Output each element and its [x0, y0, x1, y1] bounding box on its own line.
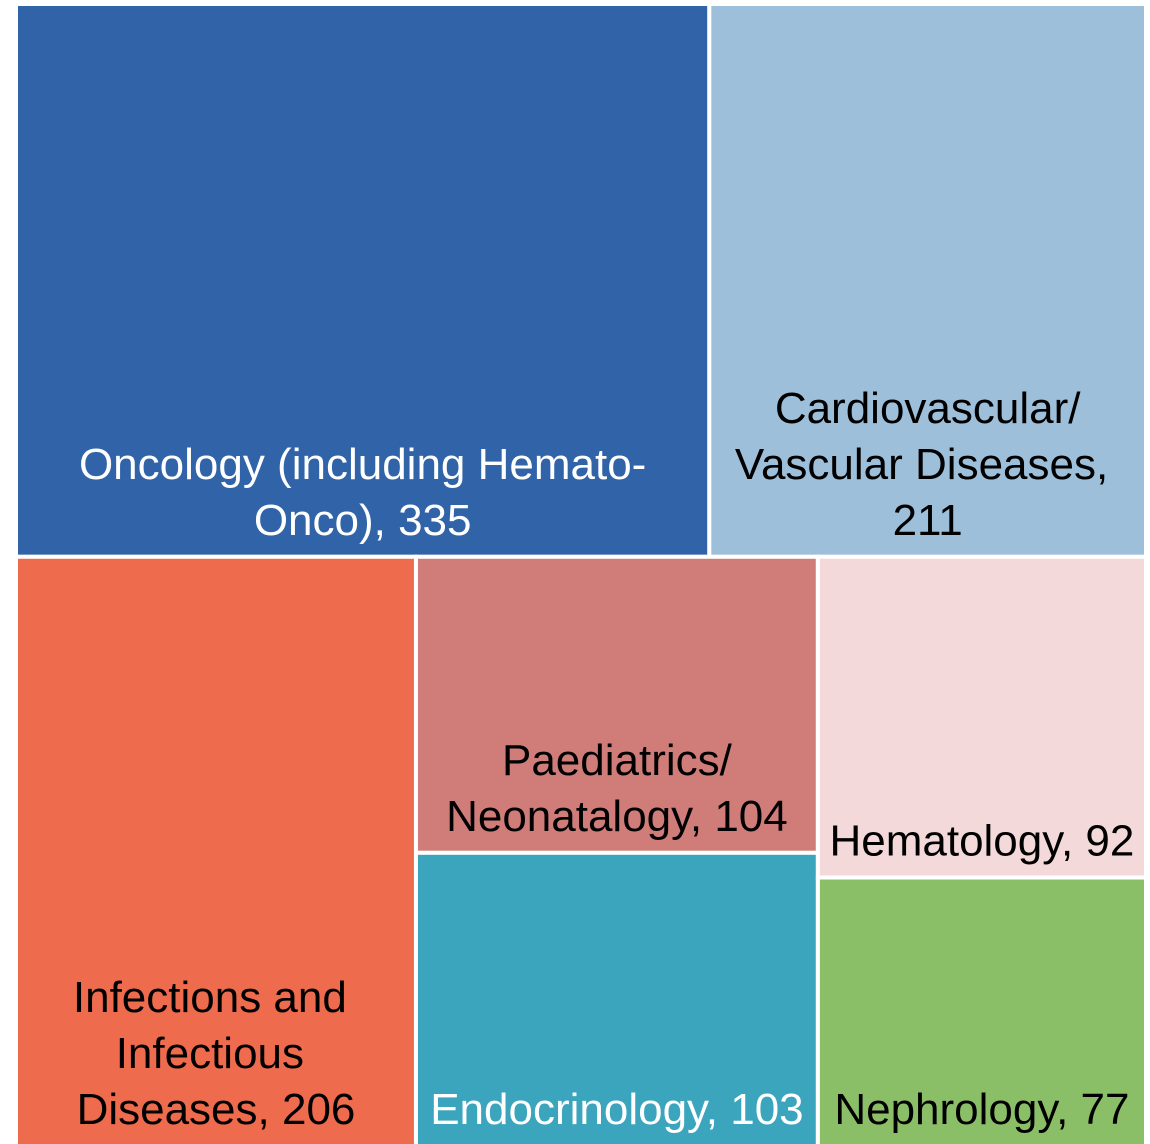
treemap-cell: [413, 850, 820, 1144]
label-line: Vascular Diseases,: [735, 440, 1121, 489]
label-line: Oncology (including Hemato-: [79, 440, 646, 489]
cells: [14, 2, 1148, 1144]
cell-label: Infections and Infectious Diseases, 206: [73, 973, 359, 1134]
cell-label: Endocrinology, 103: [430, 1085, 803, 1134]
label-line: Diseases, 206: [77, 1085, 356, 1134]
treemap-cell: [413, 554, 820, 855]
treemap-cell: [14, 554, 418, 1144]
cell-label: Paediatrics/Neonatalogy, 104: [446, 736, 788, 841]
treemap-cell: [14, 2, 712, 559]
label-line: Nephrology, 77: [834, 1085, 1129, 1134]
treemap-cell: [815, 875, 1148, 1144]
label-line: Onco), 335: [254, 496, 472, 545]
label-line: 211: [893, 496, 963, 545]
label-line: Infectious: [116, 1029, 317, 1078]
label-line: Cardiovascular/: [775, 384, 1081, 433]
label-line: Infections and: [73, 973, 359, 1022]
cell-label: Oncology (including Hemato- Onco), 335: [79, 440, 646, 545]
treemap-cell: [815, 554, 1148, 880]
label-line: Endocrinology, 103: [430, 1085, 803, 1134]
labels: Oncology (including Hemato- Onco), 335 Car…: [73, 384, 1135, 1134]
cell-label: Cardiovascular/Vascular Diseases, 211: [735, 384, 1121, 545]
label-line: Paediatrics/: [502, 736, 733, 785]
label-line: Hematology, 92: [829, 817, 1134, 866]
treemap-cell: [707, 2, 1148, 559]
label-line: Neonatalogy, 104: [446, 792, 788, 841]
cell-label: Hematology, 92: [829, 817, 1134, 866]
cell-label: Nephrology, 77: [834, 1085, 1129, 1134]
